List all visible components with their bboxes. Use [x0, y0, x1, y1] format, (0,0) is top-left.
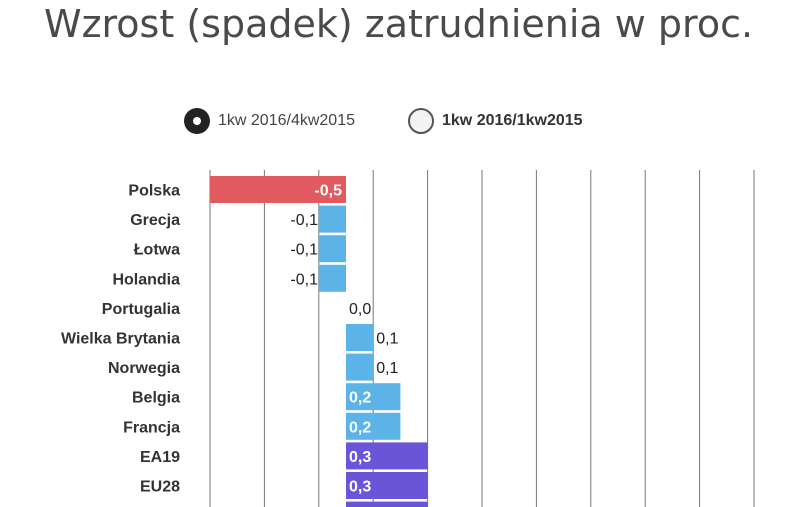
bar[interactable]: [346, 472, 428, 499]
bar[interactable]: [318, 264, 346, 292]
category-label: Łotwa: [134, 242, 180, 259]
legend-item-quarter-over-quarter[interactable]: 1kw 2016/4kw2015: [184, 105, 355, 137]
bar[interactable]: [346, 442, 428, 470]
radio-selected-icon[interactable]: [184, 108, 210, 134]
bar[interactable]: [318, 235, 346, 263]
value-label: -0,1: [290, 242, 318, 259]
value-label: -0,1: [290, 212, 318, 229]
bar[interactable]: [346, 412, 401, 440]
category-label: EU28: [140, 479, 180, 496]
radio-unselected-icon[interactable]: [408, 108, 434, 134]
bar[interactable]: [346, 353, 374, 381]
bar[interactable]: [346, 383, 401, 411]
category-label: Belgia: [132, 390, 180, 407]
category-label: Polska: [128, 183, 180, 200]
bar[interactable]: [210, 176, 346, 203]
category-label: Grecja: [130, 212, 180, 229]
value-label: 0,3: [349, 479, 371, 496]
bar[interactable]: [346, 324, 374, 351]
bar[interactable]: [318, 205, 346, 233]
category-label: EA19: [140, 449, 180, 466]
category-label: Norwegia: [108, 360, 180, 377]
legend-label: 1kw 2016/4kw2015: [218, 112, 355, 129]
value-label: 0,2: [349, 390, 371, 407]
value-label: 0,1: [376, 360, 398, 377]
legend-label: 1kw 2016/1kw2015: [442, 112, 583, 129]
value-label: 0,1: [376, 331, 398, 348]
category-label: Holandia: [112, 271, 180, 288]
value-label: -0,5: [314, 183, 342, 200]
value-label: 0,3: [349, 449, 371, 466]
chart-title: Wzrost (spadek) zatrudnienia w proc.: [44, 2, 754, 46]
category-label: Wielka Brytania: [61, 331, 180, 348]
value-label: 0,2: [349, 419, 371, 436]
bar-partial: [346, 501, 428, 507]
value-label: -0,1: [290, 271, 318, 288]
category-label: Francja: [123, 419, 180, 436]
legend-item-year-over-year[interactable]: 1kw 2016/1kw2015: [408, 105, 583, 137]
value-label: 0,0: [349, 301, 371, 318]
category-label: Portugalia: [102, 301, 180, 318]
